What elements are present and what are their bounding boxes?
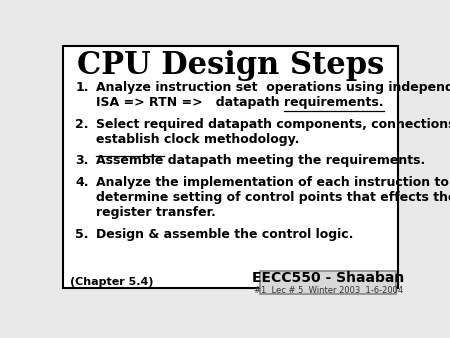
Text: 4.: 4. — [76, 176, 89, 189]
Text: ISA => RTN =>   datapath: ISA => RTN => datapath — [96, 96, 284, 109]
Text: ISA => RTN =>   datapath requirements.: ISA => RTN => datapath requirements. — [96, 96, 384, 109]
Text: Analyze instruction set  operations using independent: Analyze instruction set operations using… — [96, 81, 450, 94]
Text: 5.: 5. — [76, 228, 89, 241]
Text: CPU Design Steps: CPU Design Steps — [77, 50, 384, 81]
Text: determine setting of control points that effects the: determine setting of control points that… — [96, 191, 450, 204]
Text: (Chapter 5.4): (Chapter 5.4) — [70, 276, 154, 287]
Text: Assemble datapath meeting the requirements.: Assemble datapath meeting the requiremen… — [96, 154, 426, 167]
Text: register transfer.: register transfer. — [96, 206, 216, 219]
Text: #1  Lec # 5  Winter 2003  1-6-2004: #1 Lec # 5 Winter 2003 1-6-2004 — [254, 286, 403, 295]
Text: EECC550 - Shaaban: EECC550 - Shaaban — [252, 271, 405, 285]
Text: 2.: 2. — [76, 118, 89, 130]
Text: Design & assemble the control logic.: Design & assemble the control logic. — [96, 228, 354, 241]
Text: Assemble: Assemble — [96, 154, 164, 167]
Text: Analyze the implementation of each instruction to: Analyze the implementation of each instr… — [96, 176, 449, 189]
Text: ISA => RTN =>   datapath requirements.: ISA => RTN => datapath requirements. — [96, 96, 384, 109]
Text: 3.: 3. — [76, 154, 89, 167]
Text: establish clock methodology.: establish clock methodology. — [96, 133, 300, 146]
FancyBboxPatch shape — [260, 271, 396, 294]
FancyBboxPatch shape — [63, 46, 398, 288]
Text: 1.: 1. — [76, 81, 89, 94]
Text: Select required datapath components, connections &: Select required datapath components, con… — [96, 118, 450, 130]
